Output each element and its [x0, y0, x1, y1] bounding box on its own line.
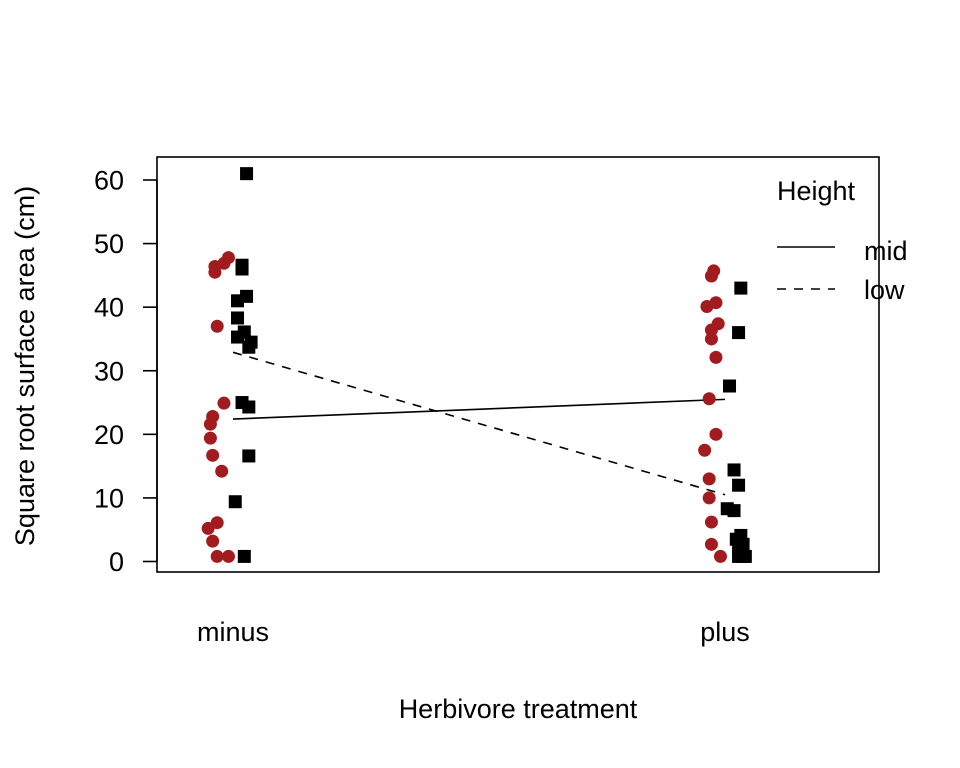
point-mid-plus-27	[702, 472, 716, 486]
x-axis-title: Herbivore treatment	[399, 694, 638, 724]
point-mid-plus-22	[704, 332, 718, 346]
point-low-minus-9	[242, 340, 256, 354]
point-mid-minus-12	[210, 516, 224, 530]
point-mid-minus-5	[217, 396, 231, 410]
y-tick-label-40: 40	[94, 293, 124, 323]
point-low-plus-28	[736, 549, 750, 563]
point-low-plus-16	[732, 326, 746, 340]
point-mid-plus-28	[702, 491, 716, 505]
point-mid-plus-26	[698, 443, 712, 457]
point-mid-plus-23	[709, 350, 723, 364]
point-mid-minus-7	[203, 417, 217, 431]
mean-line-mid	[232, 398, 726, 420]
data-points	[201, 167, 752, 563]
y-axis-title: Square root surface area (cm)	[10, 186, 40, 546]
mean-lines	[232, 351, 726, 496]
legend: Height mid low	[777, 176, 908, 305]
y-tick-label-30: 30	[94, 356, 124, 386]
point-low-minus-7	[231, 330, 245, 344]
point-mid-plus-21	[711, 317, 725, 331]
plot-frame	[156, 156, 880, 573]
point-mid-minus-1	[208, 265, 222, 279]
point-mid-minus-3	[221, 251, 235, 265]
point-mid-minus-14	[210, 549, 224, 563]
point-mid-minus-9	[206, 448, 220, 462]
point-low-plus-19	[732, 478, 746, 492]
point-mid-minus-8	[203, 431, 217, 445]
legend-label-low: low	[864, 275, 905, 305]
point-mid-plus-25	[709, 427, 723, 441]
point-low-minus-5	[231, 311, 245, 325]
point-low-minus-13	[228, 495, 242, 509]
legend-label-mid: mid	[864, 236, 908, 266]
point-mid-plus-19	[709, 296, 723, 310]
point-mid-minus-13	[206, 534, 220, 548]
point-low-minus-14	[237, 549, 251, 563]
point-mid-minus-4	[210, 319, 224, 333]
point-mid-plus-17	[707, 264, 721, 278]
y-tick-label-50: 50	[94, 229, 124, 259]
y-tick-label-60: 60	[94, 166, 124, 196]
mean-line-low	[232, 351, 726, 496]
y-tick-label-0: 0	[109, 547, 124, 577]
x-category-label-plus: plus	[700, 617, 750, 647]
point-mid-plus-24	[702, 392, 716, 406]
y-tick-label-10: 10	[94, 483, 124, 513]
x-category-label-minus: minus	[197, 617, 269, 647]
point-low-plus-17	[723, 379, 737, 393]
x-axis: minus plus	[197, 617, 750, 647]
y-axis: 0 10 20 30 40 50 60	[94, 166, 158, 577]
point-mid-minus-10	[215, 464, 229, 478]
point-low-minus-0	[240, 167, 254, 181]
point-low-minus-4	[231, 294, 245, 308]
legend-title: Height	[777, 176, 856, 206]
point-mid-plus-30	[704, 537, 718, 551]
point-low-plus-18	[727, 463, 741, 477]
point-low-minus-2	[235, 258, 249, 272]
point-low-plus-21	[727, 504, 741, 518]
point-low-minus-12	[242, 449, 256, 463]
point-low-minus-11	[242, 400, 256, 414]
point-low-plus-15	[734, 281, 748, 295]
y-tick-label-20: 20	[94, 420, 124, 450]
point-mid-minus-15	[221, 549, 235, 563]
point-mid-plus-31	[713, 549, 727, 563]
point-mid-plus-29	[704, 515, 718, 529]
